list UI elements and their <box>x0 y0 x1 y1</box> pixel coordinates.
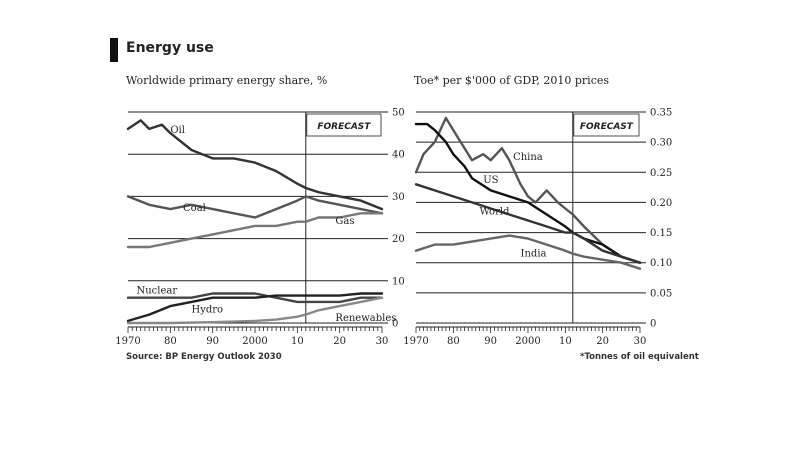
left-forecast-label: FORECAST <box>317 122 371 132</box>
left-x-tick-label: 80 <box>164 336 177 347</box>
right-label-china: China <box>513 152 543 163</box>
right-y-tick-label: 0.15 <box>650 228 672 239</box>
right-x-tick-label: 1970 <box>403 336 428 347</box>
right-x-tick-label: 2000 <box>515 336 540 347</box>
left-label-nuclear: Nuclear <box>136 285 177 296</box>
left-label-renewables: Renewables <box>335 313 396 324</box>
right-y-tick-label: 0.20 <box>650 198 672 209</box>
right-subtitle: Toe* per $'000 of GDP, 2010 prices <box>414 74 610 87</box>
right-y-tick-label: 0 <box>650 319 656 330</box>
left-subtitle: Worldwide primary energy share, % <box>126 74 328 87</box>
left-y-tick-label: 0 <box>392 319 398 330</box>
left-series-renewables <box>126 296 384 325</box>
right-label-us: US <box>483 175 498 186</box>
left-x-tick-label: 2000 <box>242 336 267 347</box>
left-y-tick-label: 10 <box>392 276 405 287</box>
right-x-tick-label: 90 <box>484 336 497 347</box>
left-x-tick-label: 20 <box>333 336 346 347</box>
right-series-us <box>414 122 642 264</box>
right-series-world <box>414 183 642 264</box>
right-y-tick-label: 0.25 <box>650 168 672 179</box>
left-source: Source: BP Energy Outlook 2030 <box>126 352 282 362</box>
left-x-tick-label: 1970 <box>115 336 140 347</box>
left-label-gas: Gas <box>335 216 354 227</box>
right-series-india <box>414 234 642 270</box>
right-x-tick-label: 20 <box>596 336 609 347</box>
right-y-tick-label: 0.35 <box>650 108 672 119</box>
right-x-tick-label: 10 <box>559 336 572 347</box>
right-source: *Tonnes of oil equivalent <box>580 352 699 362</box>
left-y-tick-label: 30 <box>392 192 405 203</box>
left-y-tick-label: 50 <box>392 108 405 119</box>
right-label-world: World <box>479 206 510 217</box>
left-x-tick-label: 90 <box>206 336 219 347</box>
right-series-china <box>414 116 642 264</box>
title-bar <box>110 38 118 62</box>
left-label-hydro: Hydro <box>192 304 224 315</box>
left-forecast-box <box>306 113 382 137</box>
right-x-tick-label: 30 <box>634 336 647 347</box>
left-series-hydro <box>126 292 384 323</box>
left-x-tick-label: 10 <box>291 336 304 347</box>
right-y-tick-label: 0.05 <box>650 288 672 299</box>
right-y-tick-label: 0.30 <box>650 138 672 149</box>
left-series-coal <box>126 195 384 219</box>
left-x-tick-label: 30 <box>376 336 389 347</box>
left-y-tick-label: 40 <box>392 150 405 161</box>
left-label-coal: Coal <box>183 203 206 214</box>
right-y-tick-label: 0.10 <box>650 258 672 269</box>
left-y-tick-label: 20 <box>392 234 405 245</box>
right-x-tick-label: 80 <box>447 336 460 347</box>
right-forecast-label: FORECAST <box>580 122 634 132</box>
left-series-gas <box>126 212 384 249</box>
right-forecast-box <box>573 113 640 137</box>
chart-title: Energy use <box>126 40 214 56</box>
right-label-india: India <box>521 249 547 260</box>
left-label-oil: Oil <box>170 125 185 136</box>
left-series-oil <box>126 119 384 211</box>
